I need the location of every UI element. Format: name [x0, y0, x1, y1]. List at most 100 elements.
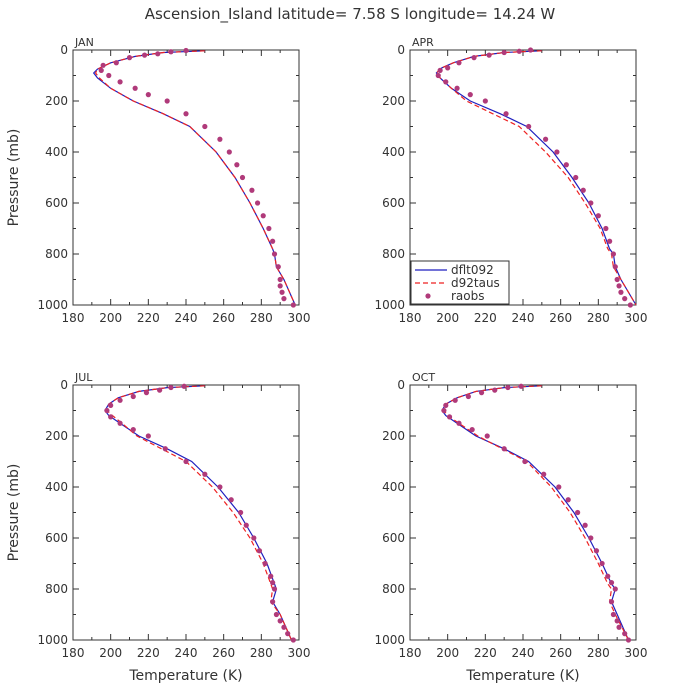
raobs-point — [104, 407, 110, 414]
y-tick-label: 1000 — [374, 633, 405, 647]
raobs-point — [554, 149, 560, 155]
raobs-point — [141, 52, 148, 58]
raobs-point — [445, 65, 451, 71]
raobs-point — [618, 289, 624, 295]
raobs-point — [270, 599, 276, 605]
raobs-point — [270, 238, 276, 244]
raobs-point — [580, 187, 586, 193]
raobs-point — [588, 535, 594, 541]
raobs-point — [183, 47, 189, 54]
raobs-point — [162, 446, 168, 452]
raobs-point — [563, 162, 569, 168]
y-tick-label: 400 — [382, 145, 405, 159]
x-tick-label: 180 — [62, 646, 85, 660]
y-tick-label: 0 — [397, 43, 405, 57]
raobs-point — [98, 67, 104, 73]
y-tick-label: 600 — [382, 531, 405, 545]
raobs-point — [443, 402, 449, 408]
d92taus-line — [435, 50, 637, 306]
raobs-point — [437, 67, 443, 73]
x-tick-label: 180 — [399, 311, 422, 325]
x-tick-label: 260 — [549, 646, 572, 660]
raobs-point — [117, 397, 123, 403]
panel-jan: 180 200 220 240 260 280 300 0 200 400 600 800 1000 JA… — [6, 36, 310, 325]
raobs-point — [605, 573, 611, 579]
raobs-point — [168, 49, 174, 55]
x-tick-label: 240 — [512, 646, 535, 660]
raobs-point — [484, 433, 490, 439]
raobs-point — [249, 187, 255, 193]
d92taus-line — [94, 50, 296, 306]
y-tick-label: 800 — [45, 582, 68, 596]
raobs-point — [239, 174, 246, 181]
raobs-point — [599, 560, 605, 567]
raobs-point — [482, 98, 488, 104]
raobs-point — [277, 283, 283, 289]
raobs-point — [256, 548, 263, 554]
raobs-point — [608, 599, 615, 605]
raobs-point — [622, 296, 628, 302]
raobs-point — [593, 548, 600, 554]
raobs-point — [164, 98, 170, 104]
raobs-point — [217, 484, 223, 490]
raobs-point — [266, 225, 272, 232]
raobs-point — [527, 47, 534, 53]
raobs-point — [254, 200, 261, 206]
plot-frame — [72, 49, 300, 306]
raobs-point — [238, 509, 244, 516]
x-tick-label: 240 — [175, 646, 198, 660]
raobs-point — [106, 72, 112, 79]
x-axis-label: Temperature (K) — [465, 668, 579, 684]
raobs-point — [608, 580, 615, 586]
raobs-point — [505, 384, 511, 391]
x-axis-label: Temperature (K) — [128, 668, 242, 684]
raobs-point — [467, 92, 473, 98]
raobs-point — [454, 85, 460, 91]
raobs-point — [183, 458, 189, 465]
chart-panels: 180 200 220 240 260 280 300 0 200 400 600 800 1000 JA… — [6, 36, 647, 684]
legend-label-d92taus: d92taus — [451, 276, 500, 290]
y-tick-label: 200 — [382, 429, 405, 443]
x-tick-label: 200 — [436, 646, 459, 660]
x-tick-label: 180 — [399, 646, 422, 660]
plot-frame — [409, 384, 637, 641]
y-tick-label: 400 — [45, 145, 68, 159]
raobs-point — [168, 384, 174, 391]
raobs-point — [260, 213, 266, 219]
raobs-point — [202, 471, 208, 477]
raobs-point — [183, 111, 189, 117]
legend-label-raobs: raobs — [451, 289, 485, 303]
raobs-point — [503, 111, 509, 117]
x-tick-label: 220 — [137, 311, 160, 325]
d92taus-line — [443, 385, 630, 641]
x-tick-label: 280 — [250, 311, 273, 325]
raobs-point — [157, 387, 163, 393]
raobs-point — [117, 420, 123, 426]
raobs-point — [516, 48, 522, 54]
raobs-point — [614, 276, 620, 283]
x-tick-label: 180 — [62, 311, 85, 325]
raobs-point — [268, 573, 274, 579]
raobs-point — [262, 560, 268, 567]
raobs-point — [108, 414, 114, 420]
panel-label: JAN — [74, 36, 94, 49]
raobs-point — [277, 276, 283, 283]
panel-label: APR — [412, 36, 434, 49]
raobs-point — [290, 302, 296, 308]
x-tick-label: 300 — [288, 311, 311, 325]
raobs-point — [565, 497, 571, 503]
raobs-point — [501, 446, 507, 452]
y-tick-label: 1000 — [374, 298, 405, 312]
y-tick-label: 200 — [382, 94, 405, 108]
x-tick-label: 200 — [99, 311, 122, 325]
raobs-point — [443, 79, 449, 85]
raobs-point — [492, 387, 498, 393]
raobs-point — [251, 535, 257, 541]
raobs-point — [541, 471, 547, 477]
raobs-point — [279, 289, 285, 295]
raobs-point — [130, 427, 136, 433]
legend-label-dflt092: dflt092 — [451, 263, 494, 277]
raobs-point — [113, 60, 119, 66]
raobs-point — [518, 383, 524, 389]
